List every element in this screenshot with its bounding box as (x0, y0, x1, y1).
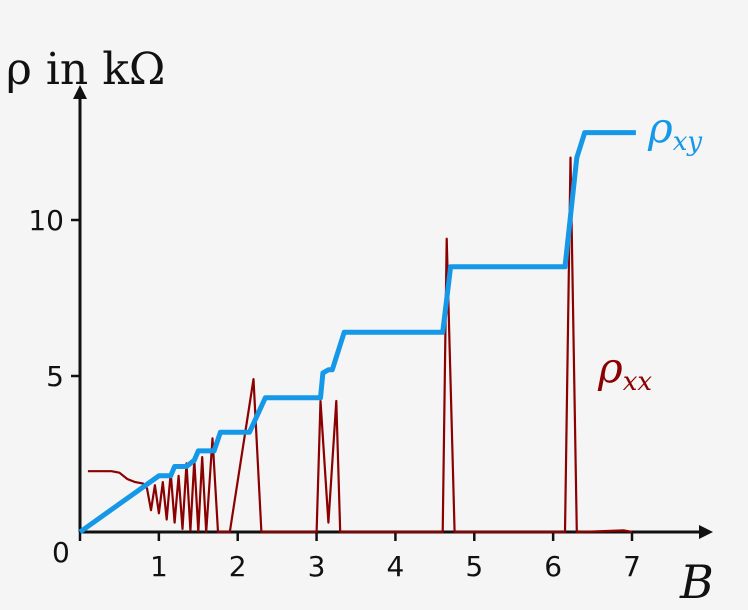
x-tick-label-2: 2 (229, 550, 247, 583)
x-tick-label-5: 5 (465, 550, 483, 583)
series-layer (78, 130, 636, 535)
y-axis-label: ρ in kΩ (6, 44, 165, 95)
y-tick-label-10: 10 (28, 204, 64, 237)
x-tick-label-7: 7 (623, 550, 641, 583)
ticks: 0 1 2 3 4 5 6 7 5 10 (28, 204, 641, 583)
series-label-rhoxx: ρxx (597, 343, 652, 397)
x-tick-label-4: 4 (387, 550, 405, 583)
x-axis-label: B (679, 555, 714, 609)
series-line-xy (78, 130, 636, 535)
series-label-rhoxy: ρxy (647, 103, 702, 157)
x-tick-label-1: 1 (150, 550, 168, 583)
x-tick-label-6: 6 (544, 550, 562, 583)
x-tick-label-0: 0 (52, 536, 70, 569)
x-tick-label-3: 3 (308, 550, 326, 583)
y-tick-label-5: 5 (46, 360, 64, 393)
